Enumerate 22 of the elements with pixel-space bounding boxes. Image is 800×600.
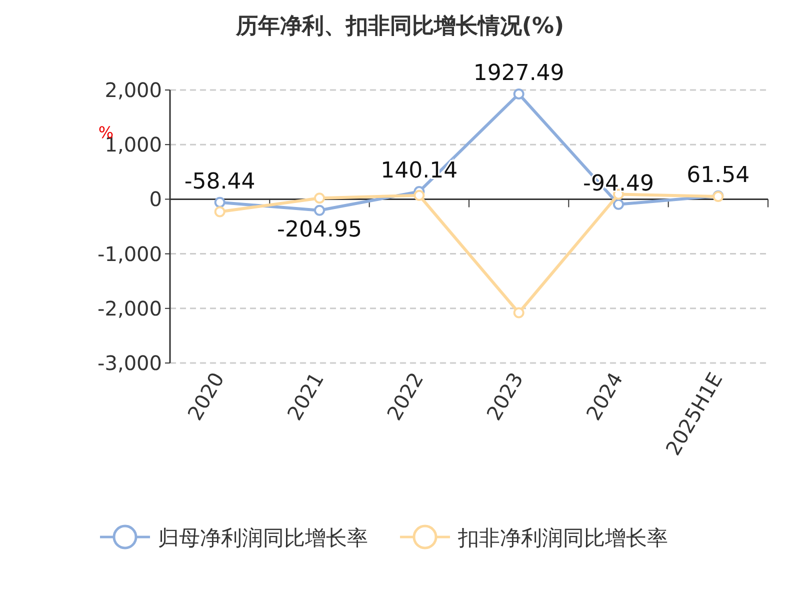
legend-label: 归母净利润同比增长率 — [158, 526, 368, 550]
data-label: -204.95 — [277, 217, 362, 242]
data-label: 1927.49 — [473, 60, 564, 86]
data-label: -58.44 — [184, 169, 256, 194]
data-label: 61.54 — [686, 162, 750, 188]
data-label: -94.49 — [583, 171, 654, 196]
y-tick-label: 2,000 — [104, 78, 162, 102]
data-label: 140.14 — [380, 158, 458, 184]
point — [314, 192, 325, 204]
legend-label: 扣非净利润同比增长率 — [457, 526, 668, 550]
point — [513, 307, 524, 318]
y-tick-label: -3,000 — [98, 351, 162, 375]
point — [214, 196, 226, 208]
y-tick-label: -1,000 — [98, 242, 162, 266]
point — [414, 190, 425, 201]
chart-title: 历年净利、扣非同比增长情况(%) — [234, 14, 564, 39]
point — [513, 88, 524, 100]
point — [214, 206, 226, 218]
point — [314, 204, 325, 216]
y-tick-label: 0 — [149, 187, 162, 212]
point — [613, 198, 624, 210]
y-tick-label: -2,000 — [98, 296, 162, 320]
